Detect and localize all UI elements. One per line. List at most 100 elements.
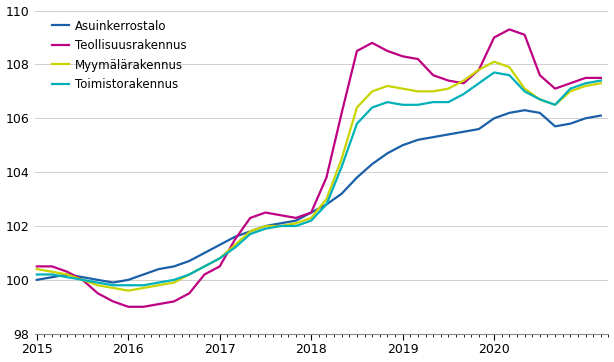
Myymälärakennus [49,270,56,274]
Myymälärakennus [216,256,223,261]
Teollisuusrakennus [308,210,315,215]
Asuinkerrostalo [308,210,315,215]
Toimistorakennus [323,202,330,207]
Toimistorakennus [567,87,574,91]
Toimistorakennus [429,100,437,104]
Asuinkerrostalo [597,113,605,118]
Teollisuusrakennus [445,79,452,83]
Asuinkerrostalo [49,275,56,279]
Teollisuusrakennus [79,278,86,282]
Teollisuusrakennus [125,304,132,309]
Myymälärakennus [353,105,360,110]
Myymälärakennus [170,281,177,285]
Asuinkerrostalo [506,111,513,115]
Asuinkerrostalo [582,116,589,121]
Teollisuusrakennus [277,213,284,218]
Teollisuusrakennus [231,237,239,242]
Myymälärakennus [201,264,208,269]
Toimistorakennus [582,81,589,85]
Myymälärakennus [292,221,300,226]
Myymälärakennus [79,278,86,282]
Myymälärakennus [536,97,543,102]
Teollisuusrakennus [414,57,422,61]
Myymälärakennus [185,272,193,277]
Asuinkerrostalo [399,143,406,147]
Myymälärakennus [414,89,422,93]
Toimistorakennus [231,245,239,250]
Teollisuusrakennus [460,81,467,85]
Toimistorakennus [445,100,452,104]
Toimistorakennus [551,103,559,107]
Asuinkerrostalo [33,278,41,282]
Toimistorakennus [247,232,254,236]
Myymälärakennus [247,229,254,233]
Toimistorakennus [125,283,132,287]
Teollisuusrakennus [262,210,269,215]
Toimistorakennus [597,79,605,83]
Myymälärakennus [445,87,452,91]
Myymälärakennus [64,272,71,277]
Asuinkerrostalo [277,221,284,226]
Asuinkerrostalo [247,229,254,233]
Teollisuusrakennus [475,68,483,72]
Teollisuusrakennus [64,270,71,274]
Teollisuusrakennus [338,111,345,115]
Myymälärakennus [231,243,239,247]
Toimistorakennus [338,165,345,169]
Toimistorakennus [79,278,86,282]
Asuinkerrostalo [368,162,376,166]
Asuinkerrostalo [353,175,360,180]
Asuinkerrostalo [536,111,543,115]
Toimistorakennus [399,103,406,107]
Toimistorakennus [384,100,391,104]
Toimistorakennus [536,97,543,102]
Teollisuusrakennus [323,175,330,180]
Toimistorakennus [94,281,101,285]
Asuinkerrostalo [292,218,300,223]
Myymälärakennus [521,87,528,91]
Myymälärakennus [597,81,605,85]
Asuinkerrostalo [475,127,483,131]
Teollisuusrakennus [201,272,208,277]
Toimistorakennus [262,227,269,231]
Myymälärakennus [491,60,498,64]
Myymälärakennus [384,84,391,88]
Myymälärakennus [399,87,406,91]
Myymälärakennus [155,283,163,287]
Myymälärakennus [475,68,483,72]
Asuinkerrostalo [170,264,177,269]
Myymälärakennus [33,267,41,271]
Teollisuusrakennus [521,33,528,37]
Myymälärakennus [94,283,101,287]
Asuinkerrostalo [262,224,269,228]
Teollisuusrakennus [582,76,589,80]
Toimistorakennus [155,281,163,285]
Toimistorakennus [185,272,193,277]
Myymälärakennus [109,286,117,290]
Asuinkerrostalo [429,135,437,139]
Toimistorakennus [170,278,177,282]
Asuinkerrostalo [125,278,132,282]
Asuinkerrostalo [323,202,330,207]
Toimistorakennus [201,264,208,269]
Toimistorakennus [216,256,223,261]
Myymälärakennus [368,89,376,93]
Asuinkerrostalo [460,130,467,134]
Toimistorakennus [506,73,513,77]
Teollisuusrakennus [49,264,56,269]
Toimistorakennus [292,224,300,228]
Toimistorakennus [49,272,56,277]
Asuinkerrostalo [551,124,559,129]
Asuinkerrostalo [338,191,345,196]
Teollisuusrakennus [567,81,574,85]
Myymälärakennus [551,103,559,107]
Teollisuusrakennus [170,299,177,304]
Toimistorakennus [353,122,360,126]
Toimistorakennus [277,224,284,228]
Teollisuusrakennus [155,302,163,306]
Teollisuusrakennus [399,54,406,59]
Asuinkerrostalo [414,138,422,142]
Teollisuusrakennus [185,291,193,295]
Asuinkerrostalo [79,275,86,279]
Myymälärakennus [506,65,513,69]
